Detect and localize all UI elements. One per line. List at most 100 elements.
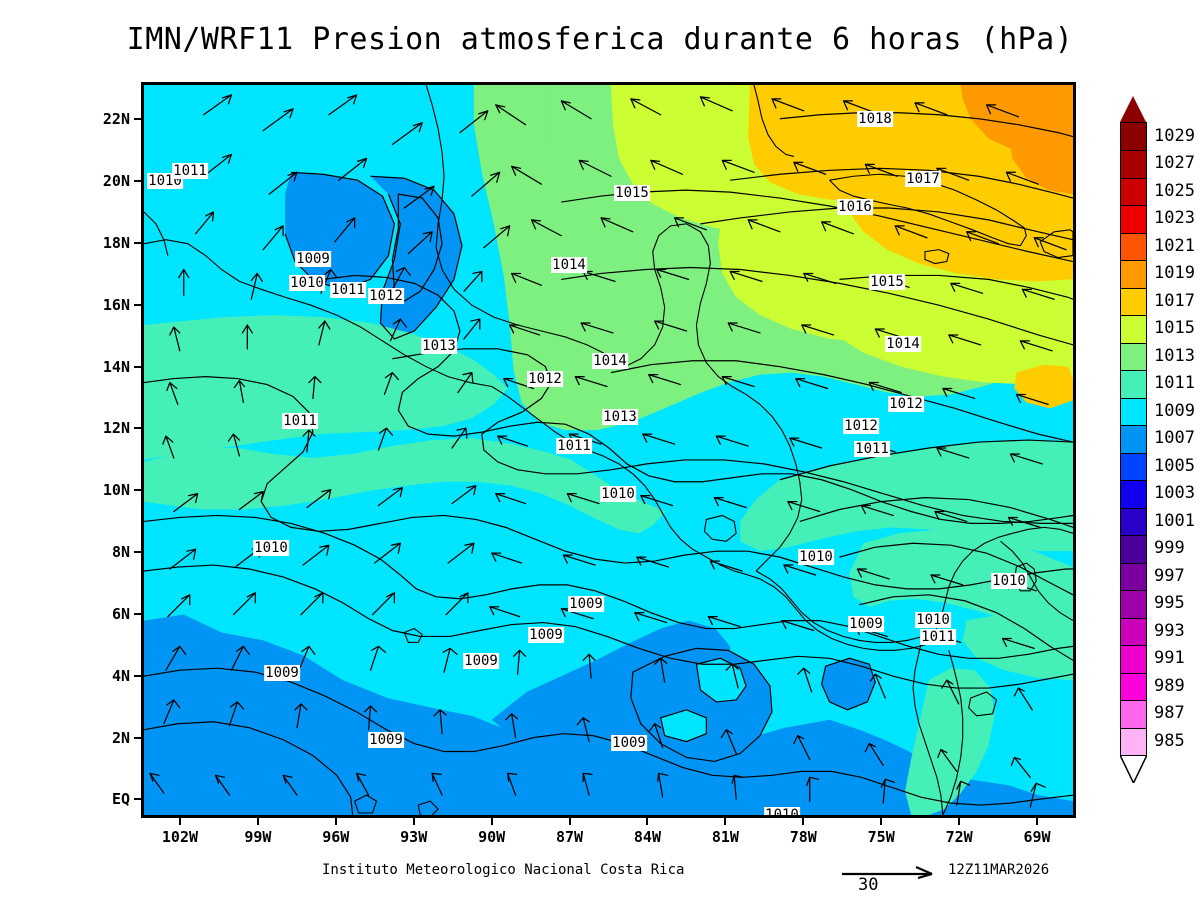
contour-label: 1010 [289, 275, 325, 291]
colorbar-swatch [1120, 369, 1147, 399]
x-tick-mark [490, 818, 493, 825]
contour-label: 1010 [798, 549, 834, 565]
contour-label: 1009 [368, 732, 404, 748]
y-tick-mark [134, 612, 141, 615]
contour-label: 1014 [885, 336, 921, 352]
colorbar-tick-label: 999 [1154, 538, 1185, 559]
x-tick-mark [724, 818, 727, 825]
colorbar-tick-label: 991 [1154, 648, 1185, 669]
x-tick-mark [568, 818, 571, 825]
colorbar-swatch [1120, 232, 1147, 261]
contour-label: 1010 [600, 486, 636, 502]
contour-label: 1011 [172, 163, 208, 179]
colorbar-tick-label: 1001 [1154, 510, 1195, 531]
contour-label: 1015 [869, 274, 905, 290]
footer-date: 12Z11MAR2026 [948, 862, 1050, 878]
contour-label: 1014 [592, 353, 628, 369]
x-tick-mark [802, 818, 805, 825]
y-tick-label: 12N [102, 419, 130, 438]
x-tick-mark [880, 818, 883, 825]
contour-label: 1011 [854, 441, 890, 457]
x-tick-mark [256, 818, 259, 825]
contour-label: 1014 [551, 257, 587, 273]
colorbar-swatch [1120, 617, 1147, 646]
vector-scale-label: 30 [858, 875, 879, 895]
x-tick-label: 84W [633, 828, 661, 846]
x-tick-mark [958, 818, 961, 825]
colorbar-tick-label: 1005 [1154, 455, 1195, 476]
colorbar-legend: 985 987 989 991 993 995 997 999 1001 1003 1005 1007… [1114, 96, 1195, 806]
y-tick-label: 6N [111, 604, 130, 623]
colorbar-max-arrow [1120, 96, 1146, 122]
colorbar-tick-label: 995 [1154, 593, 1185, 614]
y-tick-label: EQ [111, 790, 130, 809]
x-tick-label: 78W [789, 828, 817, 846]
x-tick-label: 96W [322, 828, 350, 846]
colorbar-swatch [1120, 424, 1147, 454]
x-tick-mark [334, 818, 337, 825]
x-tick-mark [646, 818, 649, 825]
colorbar-swatch [1120, 259, 1147, 289]
contour-label: 1011 [556, 438, 592, 454]
colorbar-swatch [1120, 507, 1147, 536]
y-tick-mark [134, 427, 141, 430]
contour-label: 1009 [568, 596, 604, 612]
y-tick-mark [134, 303, 141, 306]
colorbar-swatch [1120, 534, 1147, 564]
contour-label: 1009 [463, 653, 499, 669]
contour-label: 1016 [837, 199, 873, 215]
y-tick-label: 20N [102, 171, 130, 190]
contour-label: 1009 [528, 627, 564, 643]
y-tick-mark [134, 241, 141, 244]
contour-label: 1009 [264, 665, 300, 681]
contour-label: 1009 [611, 735, 647, 751]
colorbar-tick-label: 1025 [1154, 180, 1195, 201]
x-tick-label: 102W [161, 828, 199, 846]
y-tick-mark [134, 118, 141, 121]
colorbar-swatch [1120, 122, 1147, 151]
x-tick-mark [1036, 818, 1039, 825]
y-tick-label: 14N [102, 357, 130, 376]
colorbar-tick-label: 987 [1154, 703, 1185, 724]
vector-scale-arrow [842, 865, 933, 880]
colorbar-tick-label: 1023 [1154, 208, 1195, 229]
footer-institute: Instituto Meteorologico Nacional Costa R… [322, 862, 685, 878]
x-tick-label: 81W [711, 828, 739, 846]
colorbar-tick-label: 1029 [1154, 125, 1195, 146]
contour-label: 1013 [602, 409, 638, 425]
contour-label: 1011 [920, 629, 956, 645]
y-tick-label: 2N [111, 728, 130, 747]
y-tick-mark [134, 674, 141, 677]
colorbar-swatch [1120, 177, 1147, 206]
colorbar-swatch [1120, 342, 1147, 371]
contour-label: 1010 [253, 540, 289, 556]
x-tick-label: 87W [555, 828, 584, 846]
contour-label: 1013 [421, 338, 457, 354]
x-tick-label: 90W [478, 828, 506, 846]
contour-label: 1018 [857, 111, 893, 127]
contour-label: 1011 [282, 413, 318, 429]
colorbar-tick-label: 1011 [1154, 373, 1195, 394]
colorbar-tick-label: 1021 [1154, 235, 1195, 256]
y-tick-label: 8N [111, 543, 130, 562]
colorbar-swatch [1120, 204, 1147, 234]
colorbar-tick-label: 1019 [1154, 263, 1195, 284]
contour-label: 1012 [843, 418, 879, 434]
colorbar-tick-label: 997 [1154, 565, 1185, 586]
y-tick-mark [134, 551, 141, 554]
contour-label: 1009 [848, 616, 884, 632]
colorbar-swatch [1120, 287, 1147, 316]
colorbar-tick-label: 985 [1154, 730, 1185, 751]
colorbar-swatch [1120, 314, 1147, 344]
colorbar-swatch [1120, 672, 1147, 701]
colorbar-swatch [1120, 727, 1147, 756]
contour-label: 1010 [764, 807, 800, 815]
y-tick-mark [134, 798, 141, 801]
y-tick-label: 22N [102, 110, 130, 129]
x-tick-label: 93W [400, 828, 428, 846]
x-tick-mark [178, 818, 181, 825]
y-tick-mark [134, 365, 141, 368]
x-tick-label: 72W [945, 828, 973, 846]
contour-label: 1012 [368, 288, 404, 304]
y-tick-label: 18N [102, 233, 130, 252]
